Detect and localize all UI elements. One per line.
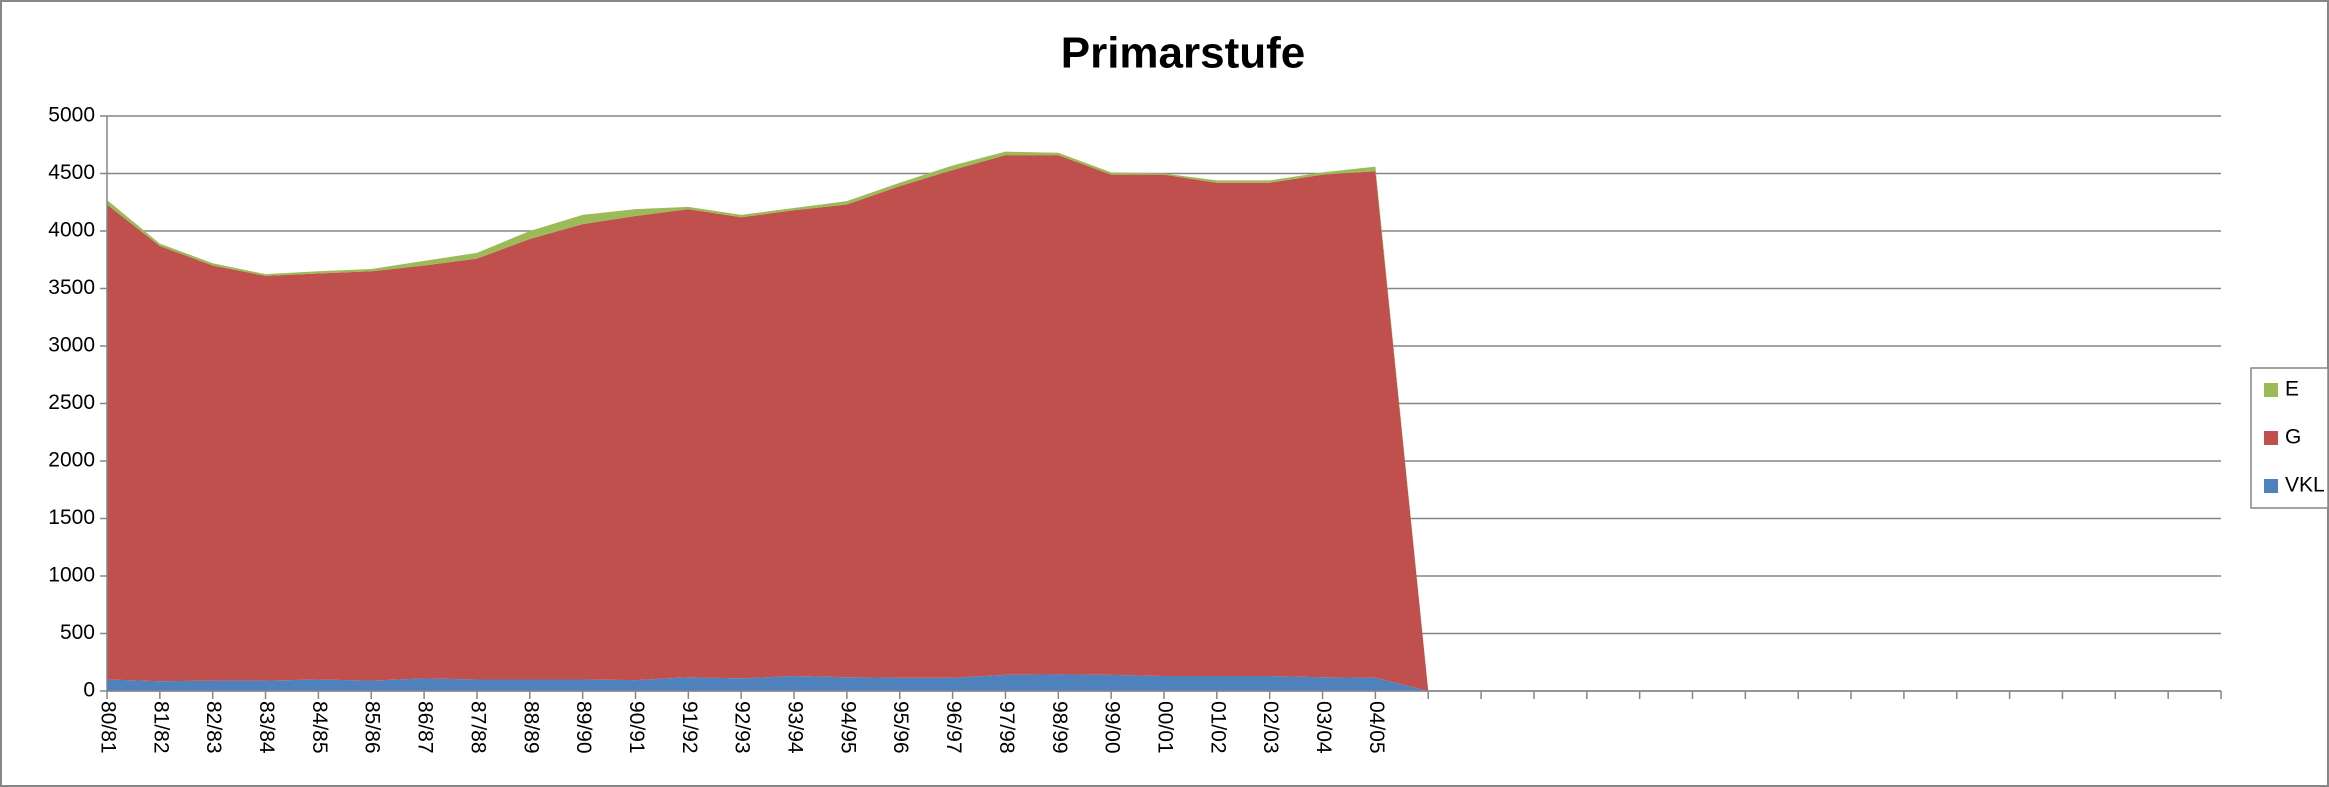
x-tick-label: 94/95 bbox=[836, 701, 859, 754]
legend-label: G bbox=[2285, 426, 2301, 449]
x-tick-label: 96/97 bbox=[942, 701, 965, 754]
x-tick-label: 01/02 bbox=[1206, 701, 1229, 754]
x-tick-label: 85/86 bbox=[361, 701, 384, 754]
x-tick-label: 02/03 bbox=[1259, 701, 1282, 754]
x-tick-label: 86/87 bbox=[414, 701, 437, 754]
x-tick-label: 99/00 bbox=[1101, 701, 1124, 754]
legend-swatch bbox=[2264, 479, 2278, 493]
x-tick-label: 95/96 bbox=[889, 701, 912, 754]
legend-swatch bbox=[2264, 383, 2278, 397]
x-tick-label: 89/90 bbox=[572, 701, 595, 754]
x-tick-label: 97/98 bbox=[995, 701, 1018, 754]
x-tick-label: 87/88 bbox=[466, 701, 489, 754]
area bbox=[107, 155, 1429, 692]
y-tick-label: 500 bbox=[60, 621, 95, 644]
y-tick-label: 4500 bbox=[48, 161, 95, 184]
y-tick-label: 3000 bbox=[48, 334, 95, 357]
x-tick-label: 98/99 bbox=[1048, 701, 1071, 754]
x-tick-label: 90/91 bbox=[625, 701, 648, 754]
x-tick-label: 80/81 bbox=[96, 701, 119, 754]
x-tick-label: 91/92 bbox=[678, 701, 701, 754]
x-tick-label: 84/85 bbox=[308, 701, 331, 754]
y-tick-label: 1500 bbox=[48, 506, 95, 529]
y-tick-label: 4000 bbox=[48, 219, 95, 242]
y-tick-label: 3500 bbox=[48, 276, 95, 299]
x-tick-label: 88/89 bbox=[519, 701, 542, 754]
legend: E G VKL bbox=[2250, 367, 2329, 509]
legend-box bbox=[2250, 367, 2329, 509]
y-tick-label: 0 bbox=[83, 679, 95, 702]
area bbox=[107, 674, 1429, 691]
y-tick-label: 2500 bbox=[48, 391, 95, 414]
y-tick-label: 1000 bbox=[48, 564, 95, 587]
legend-label: VKL bbox=[2285, 474, 2325, 497]
y-tick-label: 5000 bbox=[48, 104, 95, 127]
y-tick-label: 2000 bbox=[48, 449, 95, 472]
x-tick-label: 83/84 bbox=[255, 701, 278, 754]
x-tick-label: 00/01 bbox=[1153, 701, 1176, 754]
x-tick-label: 82/83 bbox=[202, 701, 225, 754]
x-tick-label: 93/94 bbox=[784, 701, 807, 754]
x-tick-label: 92/93 bbox=[731, 701, 754, 754]
x-tick-label: 04/05 bbox=[1365, 701, 1388, 754]
x-tick-label: 03/04 bbox=[1312, 701, 1335, 754]
legend-label: E bbox=[2285, 378, 2299, 401]
chart-title: Primarstufe bbox=[1061, 29, 1306, 78]
x-tick-label: 81/82 bbox=[149, 701, 172, 754]
legend-swatch bbox=[2264, 431, 2278, 445]
